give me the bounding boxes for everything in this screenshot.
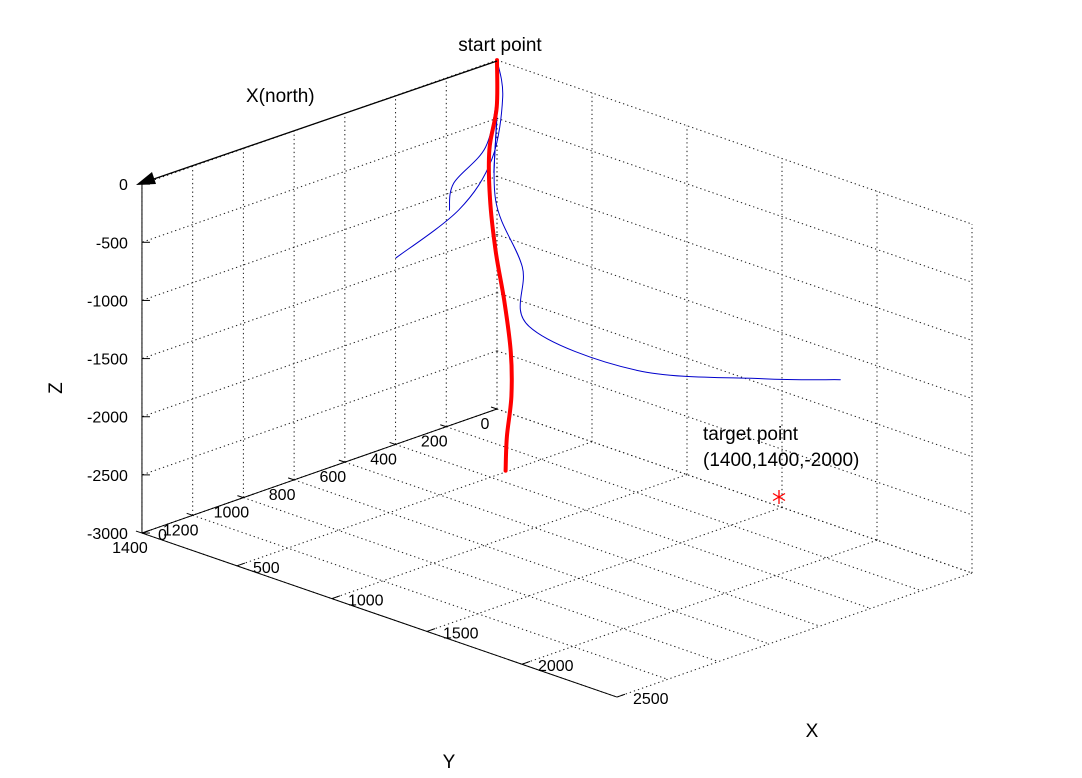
grid-line bbox=[496, 117, 973, 283]
z-tick-label: -2500 bbox=[87, 468, 128, 485]
series-line-0 bbox=[486, 58, 514, 473]
z-tick-label: -1500 bbox=[87, 352, 128, 369]
y-tick-label: 1200 bbox=[163, 522, 199, 539]
x-axis-line bbox=[141, 532, 618, 698]
y-tick-mark bbox=[287, 477, 295, 481]
grid-line bbox=[243, 497, 719, 663]
y-tick-mark bbox=[490, 406, 498, 410]
north-arrow-head bbox=[136, 172, 156, 185]
grid-line bbox=[293, 479, 770, 645]
y-tick-mark bbox=[186, 512, 193, 516]
x-tick-mark bbox=[426, 628, 436, 632]
z-tick-label: -1000 bbox=[87, 293, 128, 310]
z-tick-label: -2000 bbox=[87, 410, 128, 427]
x-tick-label: 2500 bbox=[633, 691, 669, 708]
series-line-2 bbox=[395, 59, 504, 259]
tick-labels: 0 500 1000 1500 2000 2500 0 200 400 600 800 1000 120… bbox=[87, 177, 669, 708]
target-marker-stroke bbox=[772, 492, 786, 502]
z-tick-label: -3000 bbox=[87, 526, 128, 543]
y-tick-label: 400 bbox=[370, 451, 397, 468]
target-marker bbox=[772, 490, 786, 504]
x-tick-label: 500 bbox=[253, 560, 280, 577]
y-axis-label: Y bbox=[443, 752, 456, 773]
x-tick-label: 2000 bbox=[538, 658, 574, 675]
y-tick-label: 0 bbox=[481, 416, 490, 433]
north-label: X(north) bbox=[246, 86, 315, 107]
grid-line bbox=[496, 59, 973, 225]
grid-line bbox=[141, 350, 498, 476]
z-tick-label: -500 bbox=[96, 235, 128, 252]
y-tick-label: 1400 bbox=[112, 540, 148, 557]
grid-line bbox=[331, 474, 688, 600]
grid-line bbox=[496, 234, 973, 400]
series-group bbox=[395, 58, 841, 473]
grid-line bbox=[141, 234, 498, 360]
grid-line bbox=[496, 175, 973, 341]
y-tick-label: 1000 bbox=[214, 505, 250, 522]
x-tick-label: 1500 bbox=[443, 625, 479, 642]
grid-line bbox=[426, 506, 783, 632]
x-tick-mark bbox=[616, 693, 626, 698]
y-tick-mark bbox=[389, 441, 396, 445]
grid-line bbox=[141, 292, 498, 418]
grid-line bbox=[521, 539, 878, 665]
grid-line bbox=[141, 175, 498, 301]
start-point-label: start point bbox=[458, 35, 542, 56]
series-line-3 bbox=[493, 59, 841, 381]
grid-lines bbox=[141, 59, 973, 698]
y-tick-label: 600 bbox=[319, 469, 346, 486]
grid-line bbox=[344, 461, 821, 627]
z-tick-label: 0 bbox=[119, 177, 128, 194]
grid-line bbox=[141, 117, 498, 243]
x-tick-label: 1000 bbox=[348, 593, 384, 610]
x-tick-mark bbox=[236, 562, 246, 567]
target-label-line1: target point bbox=[703, 424, 799, 445]
y-tick-mark bbox=[135, 530, 143, 534]
y-tick-mark bbox=[338, 459, 345, 463]
axes bbox=[141, 184, 618, 698]
y-tick-mark bbox=[237, 495, 244, 499]
y-axis-line bbox=[141, 408, 498, 534]
y-tick-label: 800 bbox=[269, 487, 296, 504]
x-axis-label: X bbox=[806, 721, 819, 742]
y-tick-mark bbox=[440, 424, 447, 428]
z-axis-label: Z bbox=[46, 382, 67, 394]
north-arrow-line bbox=[147, 60, 498, 182]
x-tick-label: 0 bbox=[158, 527, 167, 544]
grid-line bbox=[192, 514, 668, 680]
target-label-line2: (1400,1400,-2000) bbox=[703, 450, 859, 471]
grid-line bbox=[616, 572, 973, 698]
x-tick-mark bbox=[521, 660, 531, 665]
x-tick-mark bbox=[331, 595, 341, 600]
y-tick-label: 200 bbox=[421, 434, 448, 451]
